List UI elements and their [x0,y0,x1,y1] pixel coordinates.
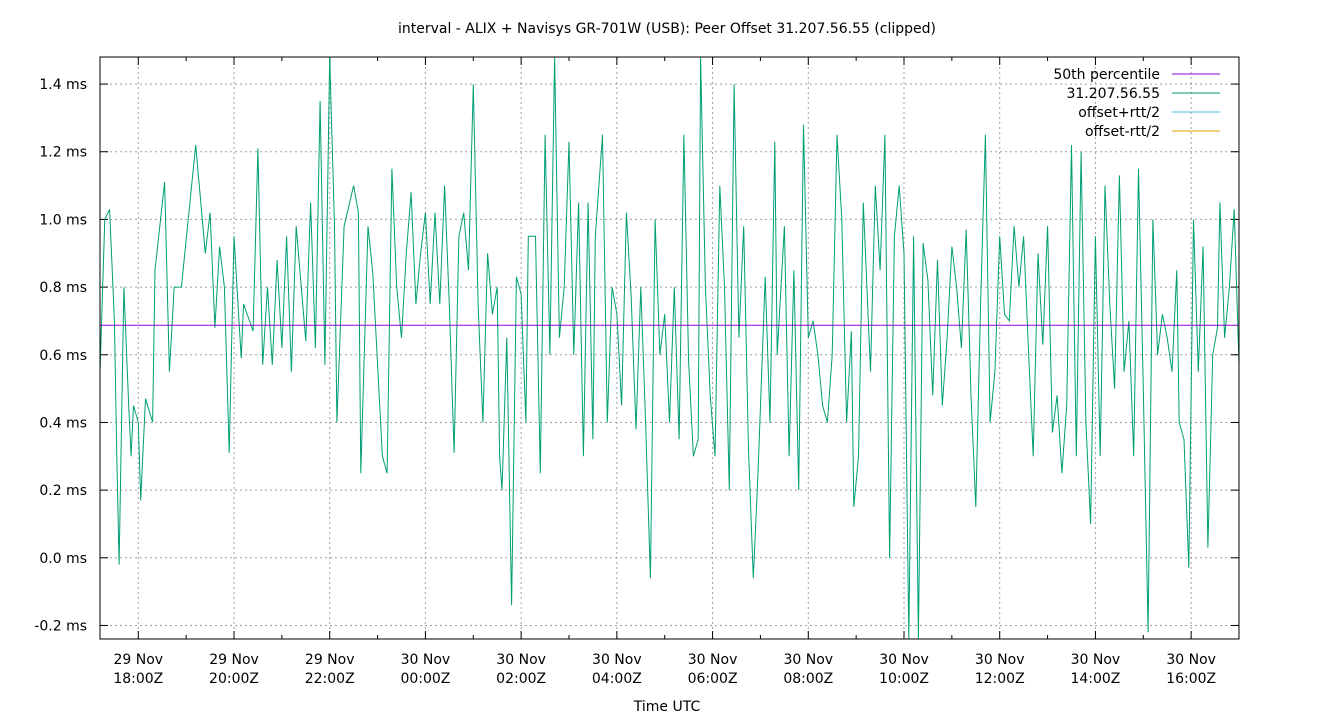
x-tick-label-date: 30 Nov [1071,652,1121,668]
axes: 1.4 ms 1.2 ms 1.0 ms 0.8 ms 0.6 ms 0.4 ms 0.2 … [34,57,1240,687]
x-tick-label-time: 04:00Z [592,671,642,687]
x-tick-label-date: 29 Nov [209,652,259,668]
x-tick-label-date: 30 Nov [879,652,929,668]
x-tick-label-time: 18:00Z [113,671,163,687]
x-tick-label-date: 30 Nov [975,652,1025,668]
x-tick-label-time: 16:00Z [1166,671,1216,687]
grid [100,57,1239,639]
x-tick-label-date: 30 Nov [401,652,451,668]
x-tick-label-time: 06:00Z [688,671,738,687]
x-tick-label-time: 20:00Z [209,671,259,687]
y-tick-label: 0.2 ms [39,483,87,499]
y-tick-label: 1.0 ms [39,212,87,228]
x-tick-label-date: 30 Nov [496,652,546,668]
legend-label: 31.207.56.55 [1066,86,1160,102]
x-tick-label-date: 30 Nov [592,652,642,668]
legend-label: offset-rtt/2 [1085,124,1160,140]
legend-label: 50th percentile [1053,67,1160,83]
y-tick-label: 1.2 ms [39,145,87,161]
y-tick-label: 0.4 ms [39,415,87,431]
x-tick-label-date: 30 Nov [688,652,738,668]
x-tick-label-date: 29 Nov [305,652,355,668]
y-tick-label: 0.6 ms [39,348,87,364]
plot-area [100,57,1239,639]
x-tick-label-time: 02:00Z [496,671,546,687]
legend-label: offset+rtt/2 [1078,105,1160,121]
y-tick-label: 0.8 ms [39,280,87,296]
x-tick-label-time: 10:00Z [879,671,929,687]
x-tick-label-time: 12:00Z [975,671,1025,687]
chart-title: interval - ALIX + Navisys GR-701W (USB):… [398,21,936,37]
x-tick-label-time: 22:00Z [305,671,355,687]
x-tick-label-date: 30 Nov [783,652,833,668]
plot-frame [99,56,1240,640]
x-axis-label: Time UTC [633,699,701,715]
legend: 50th percentile 31.207.56.55 offset+rtt/2 o… [1053,67,1220,140]
y-tick-label: 0.0 ms [39,551,87,567]
x-tick-label-time: 14:00Z [1070,671,1120,687]
y-tick-label: -0.2 ms [34,618,87,634]
x-tick-label-time: 08:00Z [783,671,833,687]
x-tick-label-time: 00:00Z [400,671,450,687]
x-tick-label-date: 30 Nov [1166,652,1216,668]
x-tick-label-date: 29 Nov [113,652,163,668]
y-tick-label: 1.4 ms [39,77,87,93]
series-line-1 [100,57,1239,639]
